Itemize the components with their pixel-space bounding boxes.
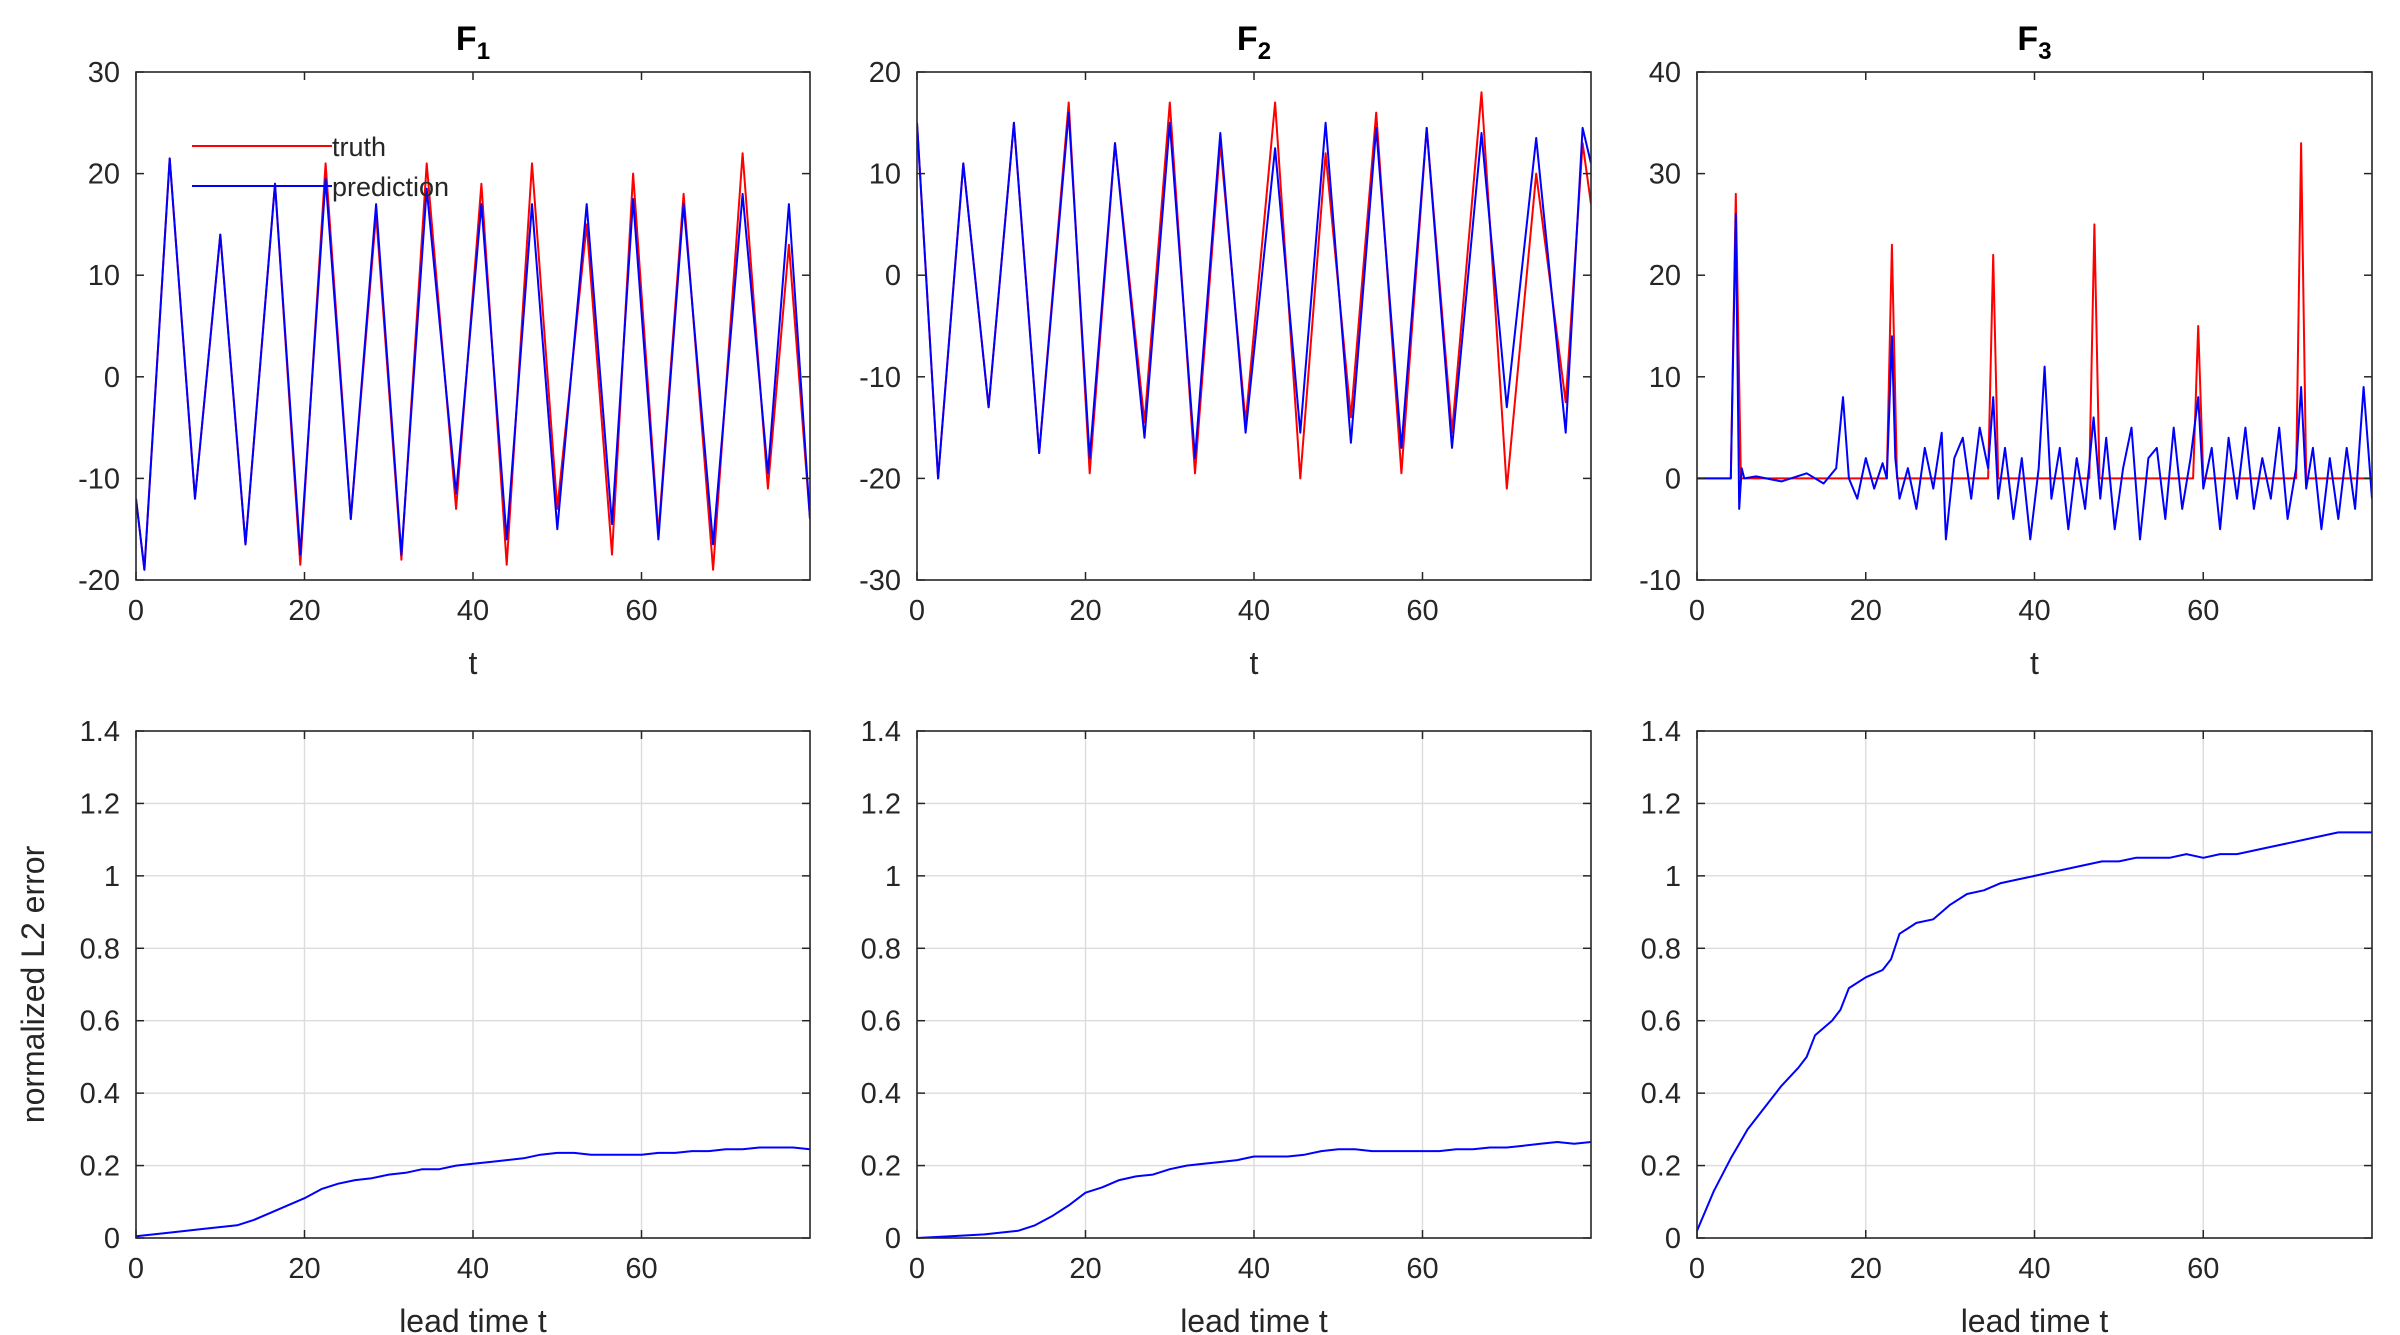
y-tick-label: 0 [885, 1223, 901, 1255]
y-tick-label: 20 [869, 57, 901, 89]
x-tick-label: 40 [1238, 1253, 1270, 1285]
y-tick-label: -10 [859, 362, 901, 394]
y-tick-label: 0.6 [80, 1006, 120, 1038]
x-tick-label: 60 [2187, 595, 2219, 627]
panel-title-subscript: 2 [1258, 38, 1271, 65]
x-tick-label: 20 [1069, 595, 1101, 627]
y-tick-label: 20 [88, 159, 120, 191]
y-tick-label: 0 [885, 260, 901, 292]
y-tick-label: 1 [1665, 861, 1681, 893]
x-tick-label: 40 [457, 595, 489, 627]
x-tick-label: 20 [288, 595, 320, 627]
x-tick-label: 20 [288, 1253, 320, 1285]
x-tick-label: 0 [1689, 1253, 1705, 1285]
x-tick-label: 60 [625, 1253, 657, 1285]
x-tick-label: 40 [1238, 595, 1270, 627]
y-tick-label: 0 [104, 362, 120, 394]
y-tick-label: 0.4 [861, 1078, 901, 1110]
y-tick-label: 30 [1649, 159, 1681, 191]
chart-panel-2: 0 20 40 60 -30 -20 -10 0 10 20 t F2 [859, 20, 1592, 681]
legend-label-prediction: prediction [332, 172, 449, 202]
y-tick-label: 1 [885, 861, 901, 893]
y-tick-label: 30 [88, 57, 120, 89]
y-tick-label: -20 [78, 565, 120, 597]
y-tick-label: 0 [104, 1223, 120, 1255]
x-tick-label: 40 [2018, 1253, 2050, 1285]
y-tick-label: 0 [1665, 463, 1681, 495]
y-tick-label: 0 [1665, 1223, 1681, 1255]
y-tick-label: 0.8 [80, 933, 120, 965]
y-tick-label: -10 [1639, 565, 1681, 597]
x-tick-label: 20 [1069, 1253, 1101, 1285]
y-tick-label: 1.4 [1641, 716, 1681, 748]
y-tick-label: 0.8 [861, 933, 901, 965]
y-tick-label: 1.2 [80, 788, 120, 820]
y-tick-label: 20 [1649, 260, 1681, 292]
series-line-prediction [1697, 213, 2372, 541]
panel-title-main: F [1237, 20, 1258, 58]
x-tick-label: 40 [2018, 595, 2050, 627]
y-tick-label: -20 [859, 463, 901, 495]
panel-title: F3 [2017, 20, 2051, 65]
y-tick-label: 1.4 [861, 716, 901, 748]
panel-title: F2 [1237, 20, 1271, 65]
y-tick-label: 0.2 [861, 1151, 901, 1183]
y-tick-label: 10 [869, 159, 901, 191]
y-tick-label: 1.4 [80, 716, 120, 748]
y-tick-label: 1.2 [861, 788, 901, 820]
series-line-error [136, 1146, 810, 1238]
legend-label-truth: truth [332, 132, 386, 162]
panel-title-subscript: 1 [477, 38, 490, 65]
x-tick-label: 60 [625, 595, 657, 627]
y-tick-label: 0.2 [1641, 1151, 1681, 1183]
y-tick-label: 0.4 [80, 1078, 120, 1110]
x-tick-label: 60 [1406, 595, 1438, 627]
x-axis-label: lead time t [1961, 1303, 2109, 1335]
panel-title-main: F [2017, 20, 2038, 58]
y-tick-label: 0.6 [861, 1006, 901, 1038]
x-tick-label: 0 [909, 1253, 925, 1285]
plot-area [136, 72, 810, 580]
x-tick-label: 60 [2187, 1253, 2219, 1285]
y-tick-label: 40 [1649, 57, 1681, 89]
panel-title-main: F [456, 20, 477, 58]
legend: truth prediction [192, 132, 449, 202]
y-tick-label: 1.2 [1641, 788, 1681, 820]
x-tick-label: 60 [1406, 1253, 1438, 1285]
x-tick-label: 0 [909, 595, 925, 627]
series-line-prediction [917, 111, 1591, 480]
y-tick-label: 0.6 [1641, 1006, 1681, 1038]
x-axis-label: lead time t [1180, 1303, 1328, 1335]
x-axis-label: lead time t [399, 1303, 547, 1335]
series-line-error [917, 1141, 1591, 1238]
chart-panel-4: 0 20 40 60 0 0.2 0.4 0.6 0.8 1 1.2 1.4 lead time t no… [15, 716, 811, 1335]
chart-panel-6: 0 20 40 60 0 0.2 0.4 0.6 0.8 1 1.2 1.4 lead time t [1641, 716, 2373, 1335]
y-tick-label: 0.8 [1641, 933, 1681, 965]
series-line-error [1697, 831, 2372, 1232]
y-axis-label: normalized L2 error [15, 845, 51, 1123]
panel-title-subscript: 3 [2038, 38, 2051, 65]
y-tick-label: 0.4 [1641, 1078, 1681, 1110]
x-tick-label: 40 [457, 1253, 489, 1285]
x-axis-label: t [2030, 645, 2039, 681]
chart-panel-1: 0 20 40 60 -20 -10 0 10 20 30 t F1 truth prediction [78, 20, 811, 681]
panel-title: F1 [456, 20, 490, 65]
y-tick-label: -30 [859, 565, 901, 597]
x-axis-label: t [1250, 645, 1259, 681]
y-tick-label: 10 [1649, 362, 1681, 394]
chart-panel-5: 0 20 40 60 0 0.2 0.4 0.6 0.8 1 1.2 1.4 lead time t [861, 716, 1592, 1335]
x-tick-label: 0 [128, 1253, 144, 1285]
y-tick-label: 10 [88, 260, 120, 292]
x-tick-label: 0 [1689, 595, 1705, 627]
x-axis-label: t [469, 645, 478, 681]
x-tick-label: 20 [1850, 1253, 1882, 1285]
x-tick-label: 0 [128, 595, 144, 627]
y-tick-label: -10 [78, 463, 120, 495]
x-tick-label: 20 [1850, 595, 1882, 627]
y-tick-label: 0.2 [80, 1151, 120, 1183]
y-tick-label: 1 [104, 861, 120, 893]
series-line-prediction [136, 157, 810, 571]
